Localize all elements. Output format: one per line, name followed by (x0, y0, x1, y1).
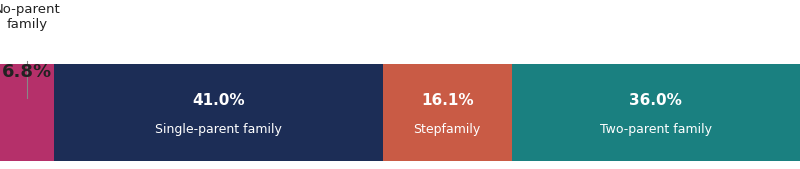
Bar (54, 64, 382, 161)
Text: 36.0%: 36.0% (630, 93, 682, 108)
Text: 6.8%: 6.8% (2, 63, 52, 81)
Bar (0, 64, 54, 161)
Bar (512, 64, 800, 161)
Text: Single-parent family: Single-parent family (155, 123, 282, 136)
Text: Two-parent family: Two-parent family (600, 123, 712, 136)
Text: No-parent
family: No-parent family (0, 3, 61, 31)
Text: 41.0%: 41.0% (192, 93, 245, 108)
Text: Stepfamily: Stepfamily (414, 123, 481, 136)
Bar (382, 64, 512, 161)
Text: 16.1%: 16.1% (421, 93, 474, 108)
